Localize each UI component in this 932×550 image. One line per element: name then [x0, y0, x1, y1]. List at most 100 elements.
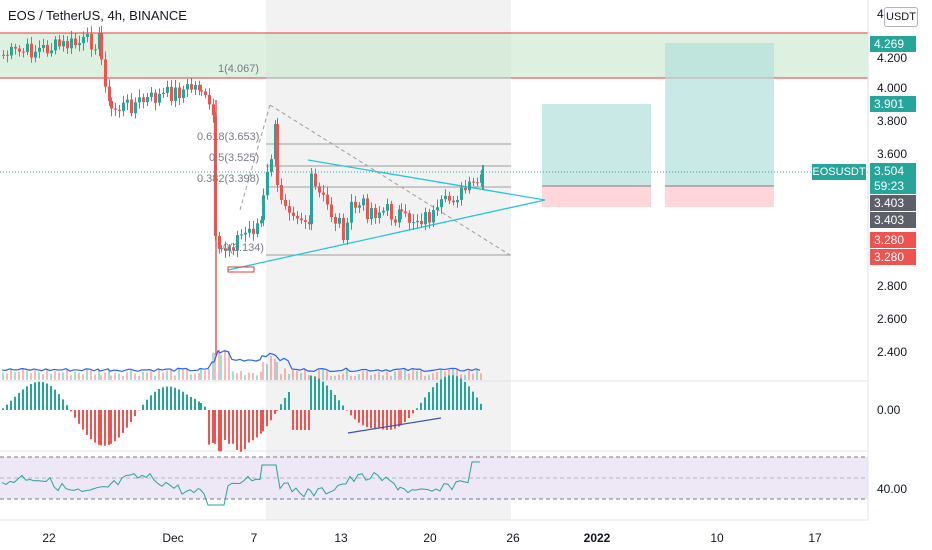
price-tick-top: 4: [877, 7, 884, 21]
macd-bar: [456, 376, 458, 410]
macd-bar: [190, 396, 192, 410]
candle-body: [62, 41, 65, 47]
macd-bar: [62, 399, 64, 410]
volume-ma-line: [1, 349, 481, 373]
candle-body: [174, 87, 177, 102]
macd-bar: [274, 410, 276, 414]
volume-bar: [50, 373, 52, 380]
macd-bar: [276, 410, 278, 411]
candle-body: [280, 184, 283, 200]
currency-button[interactable]: USDT: [884, 7, 918, 27]
date-range-highlight: [266, 0, 511, 520]
volume-bar: [390, 375, 392, 380]
long-position-2-target[interactable]: [665, 43, 774, 186]
volume-bar: [198, 372, 200, 380]
long-position-1-target[interactable]: [542, 104, 651, 186]
macd-bar: [240, 410, 242, 452]
volume-bar: [122, 375, 124, 380]
volume-bar: [46, 369, 48, 380]
candle-body: [266, 171, 269, 196]
volume-bar: [452, 368, 454, 380]
candle-body: [480, 174, 483, 183]
candle-body: [398, 209, 401, 223]
candle-body: [182, 89, 185, 99]
volume-bar: [370, 375, 372, 380]
volume-bar: [232, 371, 234, 380]
candle-body: [448, 195, 451, 201]
time-tick: 20: [423, 531, 437, 545]
macd-bar: [118, 410, 120, 438]
macd-bar: [266, 410, 268, 427]
candle-body: [262, 195, 265, 221]
volume-bar: [186, 368, 188, 380]
long-position-1-stop[interactable]: [542, 186, 651, 207]
volume-bar: [204, 370, 206, 380]
macd-bar: [424, 397, 426, 410]
macd-bar: [400, 410, 402, 426]
volume-bar: [288, 374, 290, 380]
macd-bar: [262, 410, 264, 432]
symbol-title[interactable]: EOS / TetherUS, 4h, BINANCE: [8, 8, 187, 23]
candle-body: [310, 173, 313, 225]
support-marker[interactable]: [227, 266, 255, 273]
volume-bar: [218, 349, 220, 380]
macd-bar: [18, 392, 20, 410]
volume-bar: [14, 372, 16, 380]
candle-body: [194, 84, 197, 90]
macd-bar: [390, 410, 392, 430]
volume-bar: [266, 363, 268, 380]
candle-body: [330, 204, 333, 217]
candle-body: [130, 99, 133, 114]
volume-bar: [224, 349, 226, 380]
macd-bar: [358, 410, 360, 423]
candle-body: [412, 222, 415, 224]
candle-body: [432, 210, 435, 223]
candle-body: [86, 34, 89, 37]
volume-bar: [424, 375, 426, 380]
candle-body: [30, 43, 33, 58]
volume-bar: [58, 372, 60, 380]
volume-bar: [432, 373, 434, 380]
candle-body: [354, 201, 357, 208]
volume-bar: [456, 368, 458, 380]
macd-bar: [214, 410, 216, 444]
volume-bar: [228, 351, 230, 380]
candle-body: [212, 104, 215, 116]
volume-bar: [146, 372, 148, 380]
volume-bar: [98, 370, 100, 380]
macd-bar: [476, 397, 478, 410]
symmetrical-triangle[interactable]: [227, 159, 546, 271]
volume-bar: [182, 369, 184, 380]
candle-body: [308, 221, 311, 225]
entry-price-label: 3.403: [870, 195, 916, 211]
macd-bar: [78, 410, 80, 424]
volume-bar: [200, 368, 202, 380]
volume-bar: [318, 370, 320, 380]
time-tick-year: 2022: [583, 531, 611, 545]
volume-bar: [158, 369, 160, 380]
macd-bar: [58, 394, 60, 410]
macd-bar: [110, 410, 112, 444]
macd-bar: [338, 400, 340, 410]
macd-divergence-line[interactable]: [347, 417, 442, 434]
macd-bar: [100, 410, 102, 446]
volume-bar: [308, 375, 310, 380]
price-tick: 3.800: [877, 114, 908, 128]
volume-bar: [256, 375, 258, 380]
macd-bar: [82, 410, 84, 430]
candle-body: [270, 159, 273, 172]
candle-body: [296, 215, 299, 219]
candle-body: [154, 92, 157, 103]
volume-bar: [26, 370, 28, 380]
macd-bar: [428, 392, 430, 410]
macd-bar: [284, 397, 286, 410]
candle-body: [162, 92, 165, 94]
macd-bar: [436, 382, 438, 410]
candlestick-series[interactable]: [2, 25, 484, 355]
volume-bar: [118, 373, 120, 380]
macd-bar: [212, 410, 214, 443]
long-position-2-stop[interactable]: [665, 186, 774, 207]
candle-body: [146, 96, 149, 102]
volume-bar: [408, 373, 410, 380]
